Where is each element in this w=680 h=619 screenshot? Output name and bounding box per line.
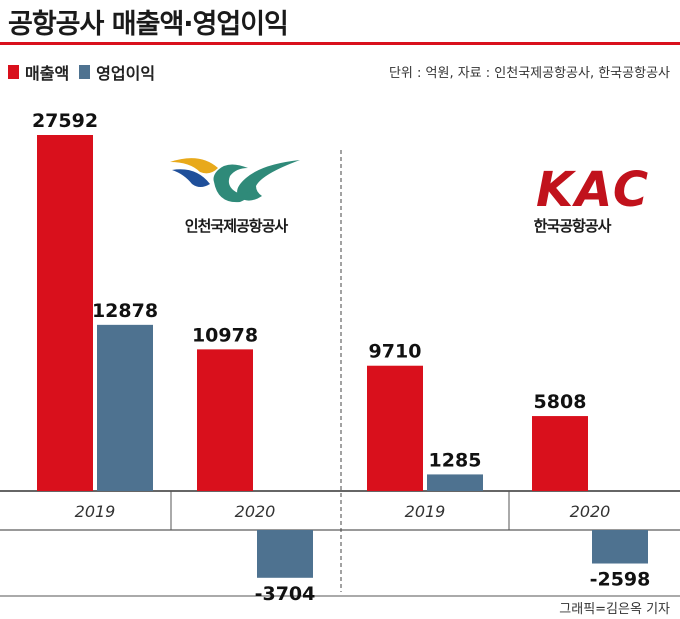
- bar-revenue: [37, 135, 93, 491]
- kac-logo-label: 한국공항공사: [534, 217, 612, 235]
- iiac-logo-spiral: [213, 164, 252, 203]
- data-label-revenue: 5808: [534, 391, 587, 413]
- chart-title: 공항공사 매출액·영업이익: [8, 9, 289, 40]
- source-note: 단위 : 억원, 자료 : 인천국제공항공사, 한국공항공사: [388, 66, 670, 81]
- kac-logo-mark: KAC: [536, 162, 650, 218]
- data-label-revenue: 9710: [369, 341, 422, 363]
- bar-revenue: [532, 416, 588, 491]
- data-label-operating-profit: 1285: [429, 449, 482, 471]
- data-label-operating-profit: -2598: [590, 569, 651, 591]
- credit-note: 그래픽=김은옥 기자: [559, 602, 670, 617]
- data-label-revenue: 27592: [32, 110, 98, 132]
- iiac-logo-label: 인천국제공항공사: [185, 217, 289, 235]
- title-rule: [0, 42, 680, 45]
- data-label-operating-profit: -3704: [255, 583, 316, 605]
- legend-label-operating-profit: 영업이익: [96, 64, 156, 83]
- bar-operating-profit: [97, 324, 153, 491]
- iiac-logo-wing-blue: [172, 169, 210, 187]
- data-label-revenue: 10978: [192, 324, 258, 346]
- x-tick-label: 2019: [405, 502, 446, 521]
- iiac-logo-swirl: [237, 160, 300, 201]
- bar-revenue: [367, 365, 423, 491]
- legend: 매출액 영업이익: [8, 60, 155, 84]
- bar-operating-profit: [427, 474, 483, 491]
- bar-operating-profit: [257, 530, 313, 578]
- iiac-logo: 인천국제공항공사: [170, 158, 300, 235]
- legend-label-revenue: 매출액: [25, 64, 70, 83]
- kac-logo: KAC 한국공항공사: [534, 162, 650, 235]
- x-tick-label: 2020: [235, 502, 276, 521]
- legend-swatch-revenue: [8, 65, 19, 79]
- x-tick-label: 2019: [75, 502, 116, 521]
- bar-revenue: [197, 349, 253, 491]
- data-label-operating-profit: 12878: [92, 300, 158, 322]
- bar-operating-profit: [592, 530, 648, 564]
- x-tick-label: 2020: [570, 502, 611, 521]
- iiac-logo-wing-yellow: [170, 158, 218, 174]
- legend-swatch-operating-profit: [79, 65, 91, 79]
